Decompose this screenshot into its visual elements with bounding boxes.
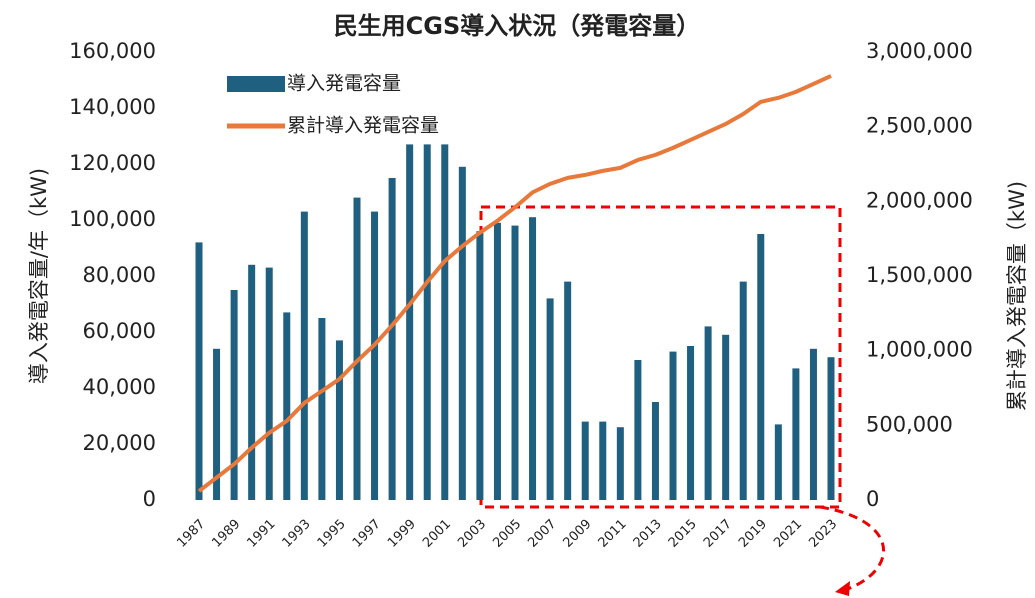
bar <box>704 326 712 500</box>
bar <box>265 267 273 500</box>
y-tick-label: 40,000 <box>83 375 156 399</box>
bar <box>388 178 396 500</box>
bar <box>792 368 800 500</box>
chart-title: 民生用CGS導入状況（発電容量） <box>334 12 701 40</box>
legend-swatch <box>227 76 285 92</box>
y2-tick-label: 1,000,000 <box>866 338 973 362</box>
bar <box>318 318 326 500</box>
arrow-head <box>835 581 850 596</box>
bar <box>827 357 835 500</box>
bar <box>669 351 677 500</box>
y-axis-title: 導入発電容量/年（kW) <box>27 168 51 384</box>
bar <box>564 281 572 500</box>
bar <box>441 144 449 500</box>
bar <box>476 231 484 500</box>
y2-tick-label: 1,500,000 <box>866 263 973 287</box>
bar <box>546 298 554 500</box>
bar <box>722 334 730 500</box>
bar <box>581 421 589 500</box>
x-tick-label: 2015 <box>666 517 700 551</box>
annotation-arrow <box>819 505 885 592</box>
y2-axis-title: 累計導入発電容量（kW) <box>1005 181 1029 411</box>
bar <box>774 424 782 500</box>
bar <box>739 281 747 500</box>
bar <box>493 222 501 501</box>
bar <box>300 211 308 500</box>
y-tick-label: 60,000 <box>83 319 156 343</box>
x-tick-label: 1999 <box>385 517 419 551</box>
x-tick-label: 1989 <box>209 517 243 551</box>
bar <box>616 427 624 500</box>
bar <box>757 234 765 500</box>
x-tick-label: 2019 <box>736 517 770 551</box>
y-tick-label: 0 <box>143 487 156 511</box>
line <box>197 74 832 493</box>
y2-tick-label: 0 <box>866 487 879 511</box>
bar <box>687 346 695 500</box>
x-tick-label: 2009 <box>561 517 595 551</box>
x-tick-label: 2011 <box>596 517 630 551</box>
x-tick-label: 2013 <box>631 517 665 551</box>
bar <box>511 225 519 500</box>
bar <box>529 217 537 500</box>
y-tick-label: 120,000 <box>69 151 156 175</box>
y2-tick-label: 500,000 <box>866 412 953 436</box>
x-tick-label: 2007 <box>525 517 559 551</box>
bar <box>458 166 466 501</box>
y-tick-label: 100,000 <box>69 207 156 231</box>
x-tick-label: 2017 <box>701 517 735 551</box>
bar <box>353 197 361 500</box>
y-tick-label: 160,000 <box>69 39 156 63</box>
x-tick-label: 1995 <box>315 517 349 551</box>
bar <box>634 360 642 500</box>
bar <box>423 144 431 500</box>
y-tick-label: 80,000 <box>83 263 156 287</box>
y2-tick-label: 2,000,000 <box>866 188 973 212</box>
x-tick-label: 2021 <box>771 517 805 551</box>
bar <box>213 348 221 500</box>
bar <box>809 348 817 500</box>
bar <box>248 264 256 500</box>
x-tick-label: 1997 <box>350 517 384 551</box>
y2-tick-label: 3,000,000 <box>866 39 973 63</box>
y2-tick-label: 2,500,000 <box>866 114 973 138</box>
legend-label: 累計導入発電容量 <box>287 115 439 137</box>
bar <box>371 211 379 500</box>
x-tick-label: 2005 <box>490 517 524 551</box>
bar <box>335 340 343 500</box>
bar <box>651 402 659 500</box>
bar <box>195 242 203 500</box>
x-tick-label: 1987 <box>174 517 208 551</box>
y-tick-label: 20,000 <box>83 431 156 455</box>
legend-label: 導入発電容量 <box>287 73 401 95</box>
x-tick-label: 1991 <box>245 517 279 551</box>
x-tick-label: 2001 <box>420 517 454 551</box>
bar <box>599 421 607 500</box>
x-tick-label: 2023 <box>806 517 840 551</box>
bar <box>230 290 238 500</box>
bar <box>406 144 414 500</box>
y-tick-label: 140,000 <box>69 95 156 119</box>
x-tick-label: 2003 <box>455 517 489 551</box>
x-tick-label: 1993 <box>280 517 314 551</box>
bar <box>283 312 291 500</box>
